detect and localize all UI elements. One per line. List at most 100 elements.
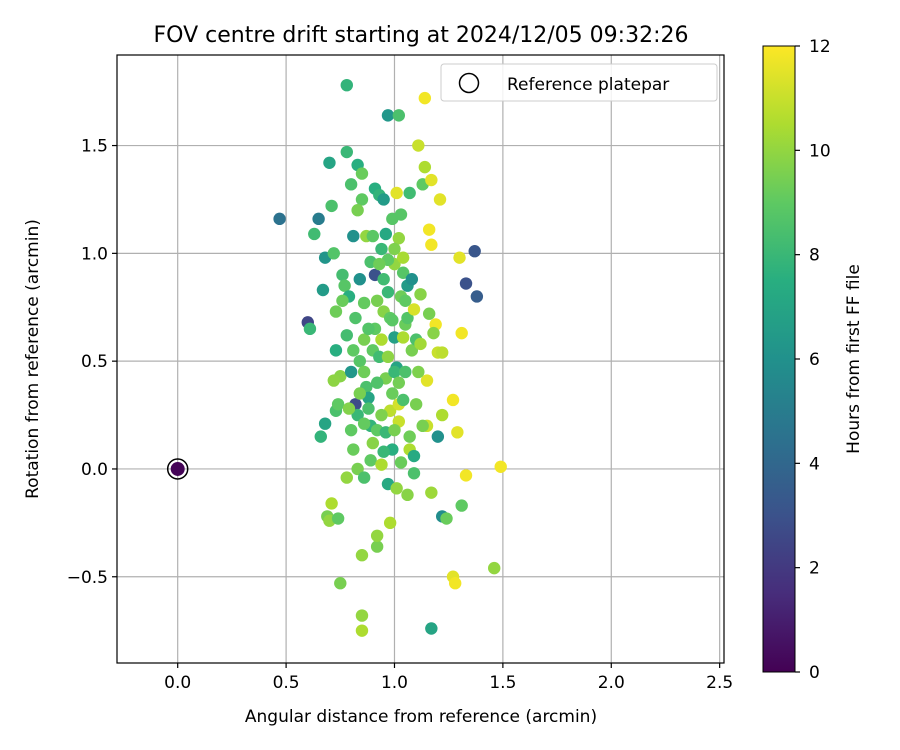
data-point bbox=[344, 423, 358, 437]
data-point bbox=[340, 471, 353, 484]
colorbar-top-label: 12 bbox=[809, 37, 831, 57]
data-point bbox=[381, 350, 395, 364]
data-point bbox=[422, 307, 436, 320]
colorbar-tick-label: 4 bbox=[809, 454, 820, 474]
data-point bbox=[329, 305, 343, 318]
data-point bbox=[394, 456, 408, 469]
data-point bbox=[340, 78, 353, 92]
data-point bbox=[494, 460, 507, 474]
data-point bbox=[418, 160, 432, 174]
data-point bbox=[334, 577, 347, 590]
colorbar-gradient bbox=[762, 45, 796, 673]
data-point bbox=[403, 186, 416, 200]
data-point bbox=[338, 279, 351, 292]
data-point bbox=[349, 311, 362, 325]
x-tick-label: 2.5 bbox=[706, 673, 733, 693]
data-point bbox=[435, 346, 449, 359]
plot-frame bbox=[116, 54, 725, 664]
data-point bbox=[409, 398, 423, 411]
data-point bbox=[336, 294, 349, 307]
data-point bbox=[351, 462, 364, 476]
data-point bbox=[407, 449, 421, 463]
legend-marker-icon bbox=[458, 72, 480, 94]
data-point bbox=[370, 376, 384, 389]
x-axis-ticks: 0.0 0.5 1.0 1.5 2.0 2.5 bbox=[164, 663, 733, 693]
data-point bbox=[425, 238, 438, 251]
data-point bbox=[396, 393, 410, 407]
reference-marker bbox=[166, 458, 189, 480]
data-point bbox=[323, 156, 336, 170]
data-point bbox=[425, 173, 438, 187]
y-tick-label: 1.0 bbox=[81, 244, 108, 264]
data-point bbox=[390, 482, 403, 495]
data-point bbox=[388, 331, 401, 344]
data-point bbox=[394, 208, 408, 221]
data-point bbox=[468, 244, 481, 258]
data-point bbox=[459, 469, 473, 482]
data-point bbox=[412, 365, 425, 379]
data-point bbox=[325, 497, 338, 510]
data-point bbox=[381, 109, 395, 122]
data-point bbox=[392, 232, 406, 245]
data-point bbox=[403, 430, 416, 443]
data-point bbox=[273, 212, 286, 226]
data-point bbox=[383, 516, 397, 530]
colorbar-tick-label: 6 bbox=[809, 350, 820, 370]
data-point bbox=[314, 430, 327, 443]
data-point bbox=[370, 529, 384, 542]
data-point bbox=[425, 622, 438, 635]
data-point bbox=[340, 145, 353, 159]
data-point bbox=[459, 277, 473, 290]
data-point bbox=[370, 294, 384, 307]
y-axis-ticks: −0.5 0.0 0.5 1.0 1.5 bbox=[67, 137, 117, 588]
data-point bbox=[381, 285, 395, 299]
colorbar-tick-label: 10 bbox=[809, 141, 831, 161]
legend: Reference platepar bbox=[440, 63, 718, 102]
data-point bbox=[386, 313, 399, 327]
data-point bbox=[312, 212, 325, 226]
data-point bbox=[318, 417, 332, 430]
data-point bbox=[355, 609, 369, 622]
colorbar-tick-label: 2 bbox=[809, 559, 820, 579]
data-point bbox=[353, 387, 366, 400]
data-point bbox=[357, 417, 371, 430]
data-point bbox=[412, 139, 425, 152]
legend-label: Reference platepar bbox=[507, 75, 669, 95]
data-point bbox=[347, 443, 360, 456]
data-point bbox=[327, 247, 340, 260]
data-point bbox=[355, 548, 369, 562]
colorbar-tick-label: 8 bbox=[809, 246, 820, 266]
data-point bbox=[342, 402, 356, 415]
data-point bbox=[347, 344, 360, 357]
colorbar-ticks: 0 2 4 6 8 10 bbox=[795, 45, 831, 683]
data-point bbox=[407, 467, 421, 480]
data-point bbox=[331, 512, 345, 525]
data-point bbox=[405, 273, 419, 286]
data-point bbox=[414, 337, 427, 351]
data-point bbox=[416, 419, 429, 433]
legend-box bbox=[440, 63, 718, 102]
data-point bbox=[357, 471, 371, 484]
data-point bbox=[366, 229, 380, 243]
x-tick-label: 1.0 bbox=[381, 673, 408, 693]
reference-point bbox=[170, 461, 185, 476]
data-point bbox=[420, 374, 434, 387]
data-point bbox=[392, 376, 406, 389]
data-point bbox=[355, 193, 369, 206]
data-point bbox=[375, 458, 388, 471]
data-point bbox=[373, 257, 386, 271]
colorbar-label: Hours from first FF file bbox=[844, 264, 864, 454]
data-point bbox=[377, 193, 390, 206]
data-point bbox=[340, 329, 353, 342]
data-point bbox=[325, 199, 338, 213]
data-point bbox=[355, 167, 369, 180]
data-point bbox=[431, 430, 445, 443]
data-points bbox=[166, 78, 507, 637]
data-point bbox=[401, 488, 414, 502]
data-point bbox=[329, 344, 343, 357]
x-tick-label: 1.5 bbox=[489, 673, 516, 693]
data-point bbox=[470, 290, 484, 303]
colorbar: 0 2 4 6 8 10 12 Hours from first FF file bbox=[762, 37, 864, 683]
data-point bbox=[357, 365, 371, 379]
data-point bbox=[370, 540, 384, 553]
